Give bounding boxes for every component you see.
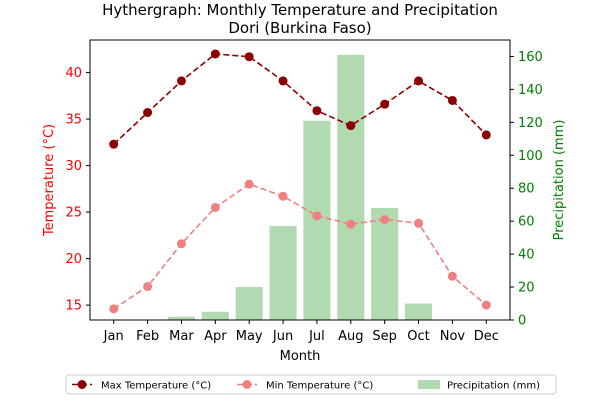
legend-label: Precipitation (mm) bbox=[447, 381, 540, 392]
y-left-tick-label: 30 bbox=[65, 159, 82, 174]
plot-frame bbox=[89, 39, 511, 321]
chart-title: Hythergraph: Monthly Temperature and Pre… bbox=[102, 1, 498, 19]
temperature-point bbox=[244, 179, 254, 189]
x-tick-label: Nov bbox=[440, 329, 466, 344]
x-axis-label: Month bbox=[280, 349, 321, 364]
temperature-point bbox=[481, 130, 491, 140]
temperature-point bbox=[210, 49, 220, 59]
temperature-point bbox=[447, 95, 457, 105]
temperature-point bbox=[380, 99, 390, 109]
x-tick-label: Jun bbox=[272, 329, 293, 344]
temperature-point bbox=[447, 271, 457, 281]
temperature-point bbox=[176, 239, 186, 249]
temperature-point bbox=[346, 219, 356, 229]
legend-bar-swatch bbox=[418, 380, 440, 389]
temperature-point bbox=[414, 76, 424, 86]
temperature-point bbox=[210, 202, 220, 212]
temperature-point bbox=[312, 211, 322, 221]
x-tick-label: May bbox=[236, 329, 263, 344]
y-right-tick-label: 160 bbox=[518, 50, 543, 65]
temperature-point bbox=[176, 76, 186, 86]
temperature-point bbox=[278, 191, 288, 201]
y-axis-right-label: Precipitation (mm) bbox=[552, 120, 567, 241]
temperature-line bbox=[113, 53, 487, 145]
y-left-tick-label: 15 bbox=[65, 299, 82, 314]
temperature-point bbox=[380, 215, 390, 225]
legend-label: Max Temperature (°C) bbox=[101, 381, 211, 392]
legend-label: Min Temperature (°C) bbox=[266, 381, 373, 392]
precipitation-bar bbox=[269, 226, 297, 320]
y-right-tick-label: 140 bbox=[518, 83, 543, 98]
y-left-tick-label: 25 bbox=[65, 206, 82, 221]
y-right-tick-label: 100 bbox=[518, 149, 543, 164]
legend-marker bbox=[77, 380, 87, 389]
y-left-tick-label: 35 bbox=[65, 113, 82, 128]
x-tick-label: Aug bbox=[338, 329, 363, 344]
temperature-line bbox=[113, 183, 487, 310]
precipitation-bar bbox=[167, 316, 195, 320]
y-right-tick-label: 0 bbox=[518, 314, 526, 329]
temperature-point bbox=[481, 300, 491, 310]
y-right-tick-label: 80 bbox=[518, 182, 535, 197]
temperature-lines bbox=[109, 49, 491, 314]
temperature-point bbox=[414, 218, 424, 228]
legend-marker bbox=[242, 380, 252, 389]
temperature-point bbox=[312, 106, 322, 116]
x-tick-label: Feb bbox=[136, 329, 159, 344]
temperature-point bbox=[109, 304, 119, 314]
temperature-point bbox=[143, 282, 153, 292]
y-axis-right: 0 20 40 60 80 100 120 140 160 bbox=[510, 50, 543, 329]
x-tick-label: Oct bbox=[407, 329, 429, 344]
legend-frame bbox=[65, 374, 557, 395]
precipitation-bar bbox=[303, 120, 331, 321]
y-axis-left: 15 20 25 30 35 40 bbox=[65, 66, 90, 314]
precipitation-bars bbox=[167, 54, 433, 321]
temperature-point bbox=[278, 76, 288, 86]
x-tick-label: Mar bbox=[169, 329, 194, 344]
x-tick-label: Dec bbox=[474, 329, 499, 344]
x-tick-label: Jul bbox=[308, 329, 325, 344]
y-left-tick-label: 20 bbox=[65, 252, 82, 267]
precipitation-bar bbox=[201, 311, 229, 320]
x-tick-label: Apr bbox=[204, 329, 227, 344]
legend: Max Temperature (°C) Min Temperature (°C)… bbox=[65, 374, 557, 395]
y-right-tick-label: 60 bbox=[518, 215, 535, 230]
y-left-tick-label: 40 bbox=[65, 66, 82, 81]
temperature-point bbox=[143, 108, 153, 118]
chart-subtitle: Dori (Burkina Faso) bbox=[228, 19, 371, 37]
x-tick-label: Sep bbox=[372, 329, 397, 344]
x-tick-label: Jan bbox=[103, 329, 124, 344]
temperature-point bbox=[244, 52, 254, 62]
temperature-point bbox=[109, 139, 119, 149]
y-right-tick-label: 40 bbox=[518, 248, 535, 263]
precipitation-bar bbox=[235, 287, 263, 320]
x-axis: Jan Feb Mar Apr May Jun Jul Aug Sep Oct Nov Dec bbox=[103, 320, 499, 344]
y-right-tick-label: 20 bbox=[518, 281, 535, 296]
y-right-tick-label: 120 bbox=[518, 116, 543, 131]
y-axis-left-label: Temperature (°C) bbox=[42, 124, 57, 237]
precipitation-bar bbox=[371, 208, 399, 320]
temperature-point bbox=[346, 121, 356, 131]
precipitation-bar bbox=[337, 54, 365, 321]
precipitation-bar bbox=[405, 303, 433, 320]
